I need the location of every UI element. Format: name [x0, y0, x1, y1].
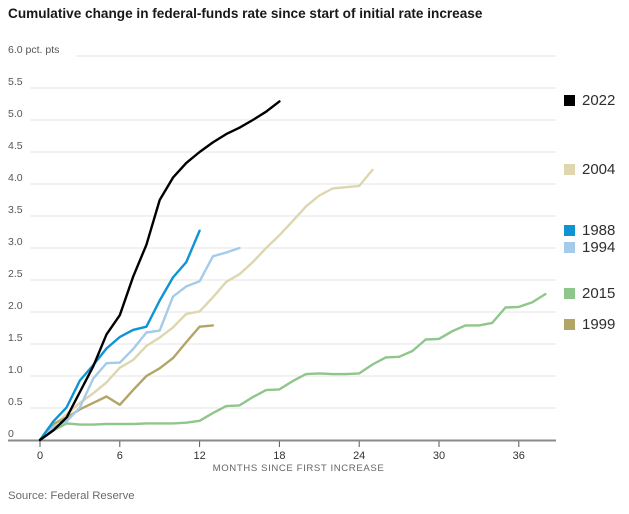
y-tick-label: 3.5	[8, 204, 23, 216]
chart-title: Cumulative change in federal-funds rate …	[8, 6, 483, 21]
y-tick-label: 0	[8, 428, 14, 440]
x-tick-label: 18	[273, 450, 285, 462]
x-tick-label: 6	[117, 450, 123, 462]
y-tick-label: 0.5	[8, 396, 23, 408]
series-line-1999	[38, 324, 215, 442]
x-tick-label: 36	[513, 450, 525, 462]
series-line-2004	[38, 168, 374, 442]
x-tick-label: 12	[193, 450, 205, 462]
y-tick-label: 2.0	[8, 300, 23, 312]
y-tick-label: 4.5	[8, 140, 23, 152]
y-tick-label: 5.5	[8, 76, 23, 88]
y-tick-label: 2.5	[8, 268, 23, 280]
series-line-1988	[38, 229, 201, 442]
y-tick-label: 5.0	[8, 108, 23, 120]
x-tick-label: 30	[433, 450, 445, 462]
x-tick-label: 24	[353, 450, 365, 462]
y-tick-label: 1.0	[8, 364, 23, 376]
y-tick-label: 4.0	[8, 172, 23, 184]
x-axis-title: MONTHS SINCE FIRST INCREASE	[212, 463, 385, 474]
y-tick-label: 3.0	[8, 236, 23, 248]
series-line-1994	[38, 246, 241, 442]
y-tick-label: 6.0 pct. pts	[8, 44, 59, 56]
y-tick-label: 1.5	[8, 332, 23, 344]
x-tick-label: 0	[37, 450, 43, 462]
source-note: Source: Federal Reserve	[8, 490, 135, 502]
series-line-2015	[38, 292, 547, 442]
series-line-2022	[38, 100, 281, 442]
